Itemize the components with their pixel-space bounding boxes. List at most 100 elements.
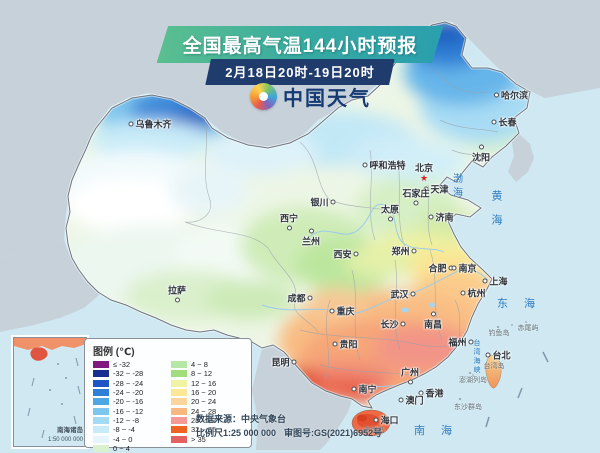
legend-item: -4 ~ 0 xyxy=(93,434,167,444)
legend-item: -32 ~ -28 xyxy=(93,369,167,378)
city-沈阳: 沈阳 xyxy=(472,144,490,164)
city-dot-icon xyxy=(491,119,497,125)
city-呼和浩特: 呼和浩特 xyxy=(362,159,406,172)
legend-item: 8 ~ 12 xyxy=(171,369,245,378)
city-label: 太原 xyxy=(380,204,400,215)
city-dot-icon xyxy=(286,225,292,231)
city-label: 海口 xyxy=(380,415,399,426)
city-拉萨: 拉萨 xyxy=(168,284,186,303)
city-label: 西宁 xyxy=(279,213,299,224)
city-dot-icon xyxy=(410,291,416,297)
legend-item: 0 ~ 4 xyxy=(93,444,167,453)
geo-label-赤尾屿: 赤尾屿 xyxy=(517,325,539,332)
legend-color-swatch xyxy=(93,398,109,406)
legend-range-label: -16 ~ -12 xyxy=(113,406,144,416)
islet-dots xyxy=(459,321,527,400)
city-label: 武汉 xyxy=(390,289,409,300)
city-label: 呼和浩特 xyxy=(369,160,406,171)
sea-label-台湾海峡: 台湾海峡 xyxy=(473,339,481,375)
legend-color-swatch xyxy=(171,361,187,369)
dash-line-marks xyxy=(485,351,549,428)
city-label: 澳门 xyxy=(405,395,424,406)
legend-color-swatch xyxy=(171,389,187,397)
legend-range-label: 24 ~ 28 xyxy=(191,406,217,416)
city-dot-icon xyxy=(330,199,336,205)
legend-range-label: -4 ~ 0 xyxy=(113,434,133,444)
legend-range-label: -12 ~ -8 xyxy=(113,415,140,425)
legend-color-swatch xyxy=(171,379,187,387)
map-scale: 比例尺1:25 000 000 xyxy=(196,428,277,438)
city-dot-icon xyxy=(387,216,393,222)
legend-color-swatch xyxy=(171,416,187,424)
city-dot-icon xyxy=(329,308,335,314)
city-dot-icon xyxy=(418,390,424,396)
inset-map-graphic xyxy=(14,338,86,446)
legend-range-label: 28 ~ 32 xyxy=(191,415,217,425)
city-label: 南宁 xyxy=(358,384,377,395)
city-dot-icon xyxy=(373,417,379,423)
inset-scale: 1:50 000 000 xyxy=(47,437,83,443)
legend-item: -28 ~ -24 xyxy=(93,379,167,388)
legend-color-swatch xyxy=(93,407,109,415)
city-dot-icon xyxy=(398,397,404,403)
logo-text: 中国天气 xyxy=(283,88,371,110)
city-海口: 海口 xyxy=(373,414,399,427)
legend-range-label: -8 ~ -4 xyxy=(113,425,135,435)
geo-label-东沙群岛: 东沙群岛 xyxy=(454,404,482,411)
city-合肥: 合肥 xyxy=(428,262,454,275)
city-dot-icon xyxy=(460,290,466,296)
city-label: 银川 xyxy=(310,197,329,208)
legend-item: 32 ~ 35 xyxy=(171,425,245,434)
city-北京: 北京 ★ xyxy=(414,161,434,183)
legend-color-swatch xyxy=(171,407,187,415)
legend-color-swatch xyxy=(93,416,109,424)
city-label: 北京 xyxy=(414,163,434,173)
approval-number: 审图号:GS(2021)6952号 xyxy=(284,428,383,438)
city-南京: 南京 xyxy=(451,262,477,275)
geo-label-海南岛: 海南岛 xyxy=(363,427,385,434)
legend-range-label: -28 ~ -24 xyxy=(113,378,144,388)
city-dot-icon xyxy=(307,295,313,301)
sea-label-黄海: 黄海 xyxy=(490,190,503,238)
legend-color-swatch xyxy=(93,389,109,397)
city-福州: 福州 xyxy=(448,336,474,349)
city-dot-icon xyxy=(451,265,457,271)
legend-range-label: 0 ~ 4 xyxy=(113,443,130,453)
city-长春: 长春 xyxy=(491,116,517,129)
legend-range-label: 12 ~ 16 xyxy=(191,378,217,388)
legend-color-swatch xyxy=(93,361,109,369)
city-dot-icon xyxy=(430,311,436,317)
temperature-legend: 图例 (℃) ≤ -32 -32 ~ -28 -28 ~ -24 -24 ~ -20-… xyxy=(84,338,252,453)
city-label: 长春 xyxy=(498,117,517,128)
city-杭州: 杭州 xyxy=(460,287,486,300)
city-label: 台北 xyxy=(492,350,511,361)
city-武汉: 武汉 xyxy=(390,288,416,301)
legend-color-swatch xyxy=(93,370,109,378)
city-dot-icon xyxy=(128,121,134,127)
city-香港: 香港 xyxy=(418,387,444,400)
legend-range-label: -32 ~ -28 xyxy=(113,369,144,379)
legend-item: -12 ~ -8 xyxy=(93,416,167,425)
city-dot-icon xyxy=(400,321,406,327)
forecast-period: 2月18日20时-19日20时 xyxy=(225,65,375,80)
legend-range-label: 4 ~ 8 xyxy=(191,360,208,370)
city-dot-icon xyxy=(174,297,180,303)
legend-range-label: 16 ~ 20 xyxy=(191,388,217,398)
city-太原: 太原 xyxy=(381,203,399,222)
legend-color-swatch xyxy=(171,435,187,443)
title-banner: 全国最高气温144小时预报 xyxy=(156,26,444,63)
city-label: 石家庄 xyxy=(402,188,430,199)
legend-item: > 35 xyxy=(171,434,245,444)
legend-color-swatch xyxy=(93,379,109,387)
city-dot-icon xyxy=(291,359,297,365)
city-dot-icon xyxy=(308,228,314,234)
city-石家庄: 石家庄 xyxy=(402,187,430,206)
legend-range-label: 20 ~ 24 xyxy=(191,397,217,407)
map-footer: 数据来源：中央气象台 比例尺1:25 000 000 审图号:GS(2021)69… xyxy=(196,412,390,440)
city-南昌: 南昌 xyxy=(424,311,442,331)
city-label: 西安 xyxy=(333,249,352,260)
city-乌鲁木齐: 乌鲁木齐 xyxy=(128,118,172,131)
city-label: 长沙 xyxy=(380,319,399,330)
